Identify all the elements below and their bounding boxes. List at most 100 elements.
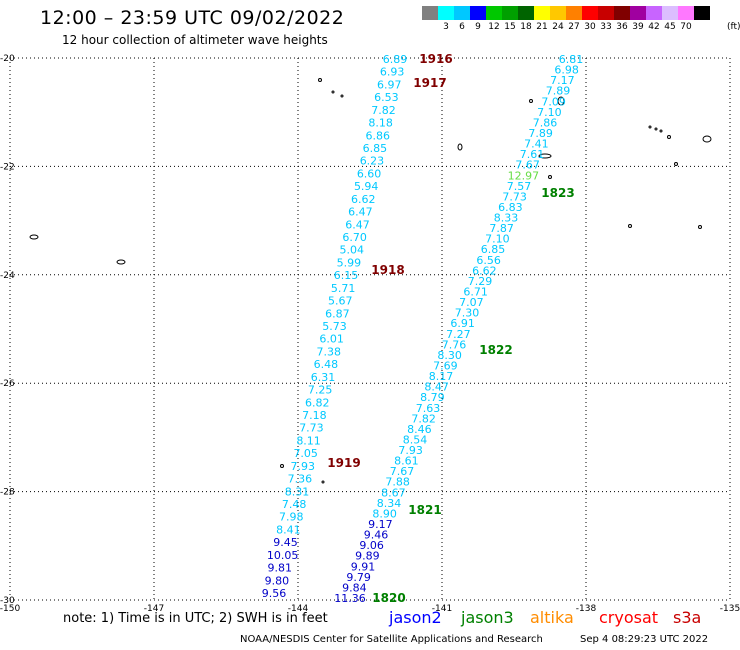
track-b-value: 8.17 bbox=[429, 370, 454, 383]
track-a-value: 6.01 bbox=[319, 333, 344, 346]
island bbox=[280, 464, 284, 468]
legend-label: 15 bbox=[504, 22, 516, 32]
track-b-value: 6.81 bbox=[559, 53, 584, 66]
time-label: 1919 bbox=[327, 456, 360, 470]
legend-swatch bbox=[630, 6, 646, 20]
track-b-value: 9.46 bbox=[364, 529, 389, 542]
track-a-values: 6.896.936.976.537.828.186.866.856.236.60… bbox=[262, 53, 408, 600]
track-b-value: 6.91 bbox=[450, 317, 475, 330]
track-b-value: 7.87 bbox=[489, 222, 514, 235]
track-a-value: 6.89 bbox=[383, 53, 408, 66]
track-b-value: 6.56 bbox=[476, 254, 501, 267]
island bbox=[116, 259, 126, 265]
time-labels: 1916 1917 1918 1919 1823 1822 1821 1820 bbox=[327, 52, 574, 605]
legend-swatch bbox=[582, 6, 598, 20]
track-a-value: 7.93 bbox=[291, 460, 316, 473]
track-b-value: 8.61 bbox=[394, 455, 419, 468]
track-b-value: 7.17 bbox=[550, 74, 575, 87]
island bbox=[654, 127, 658, 131]
island bbox=[548, 175, 552, 179]
track-b-value: 6.83 bbox=[498, 201, 523, 214]
track-b-value: 7.57 bbox=[507, 180, 532, 193]
track-a-value: 6.93 bbox=[380, 66, 405, 79]
sat-altika: altika bbox=[530, 608, 574, 627]
island bbox=[529, 99, 533, 103]
track-a-value: 8.31 bbox=[285, 485, 310, 498]
units-note: note: 1) Time is in UTC; 2) SWH is in fe… bbox=[63, 611, 328, 626]
track-a-value: 6.62 bbox=[351, 193, 376, 206]
track-b-value: 8.90 bbox=[372, 507, 397, 520]
track-a-value: 7.48 bbox=[282, 498, 307, 511]
track-a-value: 7.05 bbox=[293, 447, 318, 460]
track-a-value: 7.36 bbox=[288, 473, 313, 486]
track-a-value: 8.41 bbox=[276, 523, 301, 536]
lat-lon-grid bbox=[9, 57, 731, 601]
track-b-value: 8.46 bbox=[407, 423, 432, 436]
time-label: 1820 bbox=[372, 591, 405, 605]
track-a-value: 6.31 bbox=[311, 371, 336, 384]
island bbox=[318, 78, 322, 82]
track-a-value: 7.25 bbox=[308, 384, 333, 397]
island bbox=[321, 480, 325, 484]
island bbox=[331, 90, 335, 94]
color-legend bbox=[422, 6, 710, 20]
track-a-value: 5.67 bbox=[328, 295, 353, 308]
x-tick-label: -141 bbox=[432, 604, 452, 614]
time-label: 1823 bbox=[541, 186, 574, 200]
track-a-value: 6.47 bbox=[345, 218, 370, 231]
track-b-value: 7.29 bbox=[468, 275, 493, 288]
track-b-value: 7.67 bbox=[390, 465, 415, 478]
islands bbox=[29, 78, 712, 484]
track-a-value: 6.47 bbox=[348, 206, 373, 219]
legend-label: 18 bbox=[520, 22, 532, 32]
track-b-value: 6.62 bbox=[472, 264, 497, 277]
track-b-value: 7.27 bbox=[446, 328, 471, 341]
track-b-value: 11.36 bbox=[334, 592, 366, 605]
legend-label: 6 bbox=[459, 22, 465, 32]
track-b-value: 12.97 bbox=[508, 169, 540, 182]
track-a-value: 9.45 bbox=[273, 536, 298, 549]
track-a-value: 6.48 bbox=[314, 358, 339, 371]
time-label: 1821 bbox=[408, 503, 441, 517]
track-b-value: 8.67 bbox=[381, 486, 406, 499]
legend-label: 45 bbox=[664, 22, 676, 32]
track-a-value: 6.97 bbox=[377, 78, 402, 91]
track-a-value: 7.73 bbox=[299, 422, 324, 435]
track-a-value: 5.94 bbox=[354, 180, 379, 193]
track-a-value: 5.99 bbox=[337, 256, 362, 269]
track-a-value: 6.82 bbox=[305, 396, 330, 409]
track-b-value: 7.82 bbox=[411, 412, 436, 425]
sat-s3a: s3a bbox=[673, 608, 702, 627]
legend-label: 27 bbox=[568, 22, 580, 32]
island bbox=[674, 162, 678, 166]
legend-swatch bbox=[502, 6, 518, 20]
y-tick-label: -24 bbox=[0, 271, 15, 281]
footer-credit: NOAA/NESDIS Center for Satellite Applica… bbox=[240, 634, 543, 645]
track-a-value: 9.81 bbox=[268, 562, 293, 575]
track-b-value: 7.73 bbox=[502, 190, 527, 203]
legend-swatch bbox=[438, 6, 454, 20]
y-tick-label: -26 bbox=[0, 379, 15, 389]
x-tick-label: -144 bbox=[288, 604, 309, 614]
track-a-value: 5.71 bbox=[331, 282, 356, 295]
legend-label: 70 bbox=[680, 22, 692, 32]
legend-swatch bbox=[694, 6, 710, 20]
track-a-value: 6.70 bbox=[342, 231, 367, 244]
track-b-value: 7.07 bbox=[459, 296, 484, 309]
track-a-value: 8.11 bbox=[296, 434, 321, 447]
track-b-value: 7.86 bbox=[533, 116, 558, 129]
map-subtitle: 12 hour collection of altimeter wave hei… bbox=[62, 33, 328, 47]
y-tick-label: -22 bbox=[0, 162, 15, 172]
track-b-value: 9.91 bbox=[351, 560, 376, 573]
sat-jason2: jason2 bbox=[389, 608, 442, 627]
y-tick-label: -20 bbox=[0, 54, 15, 64]
time-label: 1918 bbox=[371, 263, 404, 277]
track-b-value: 7.41 bbox=[524, 138, 549, 151]
track-a-value: 8.18 bbox=[368, 117, 393, 130]
legend-label: 36 bbox=[616, 22, 628, 32]
time-label: 1822 bbox=[479, 343, 512, 357]
track-a-value: 6.15 bbox=[334, 269, 359, 282]
track-b-value: 8.33 bbox=[494, 212, 519, 225]
legend-swatch bbox=[662, 6, 678, 20]
